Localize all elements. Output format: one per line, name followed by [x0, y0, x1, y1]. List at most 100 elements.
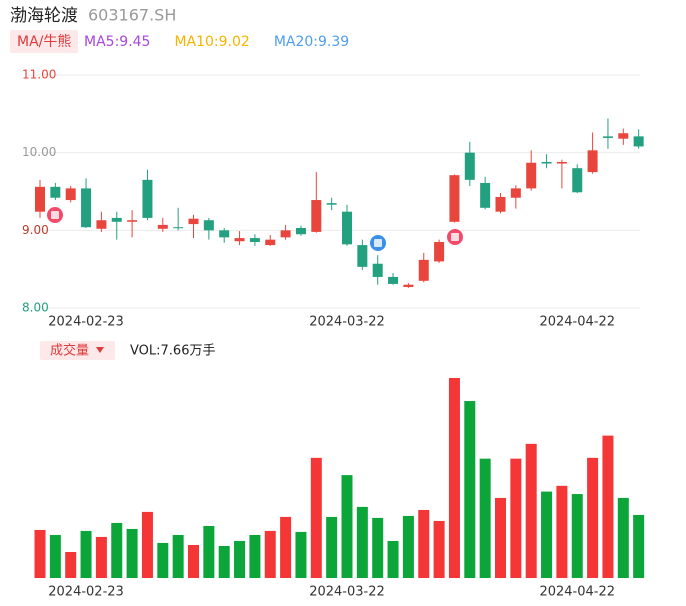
- volume-bar: [141, 511, 153, 578]
- candle-body: [249, 238, 260, 242]
- volume-bar: [111, 522, 123, 578]
- volume-bar: [571, 494, 583, 578]
- x-tick-label: 2024-04-22: [539, 585, 615, 600]
- candle-body: [219, 230, 230, 238]
- candle-body: [434, 241, 445, 262]
- candle-body: [618, 133, 629, 139]
- legend-entry: MA20:9.39: [274, 34, 349, 50]
- volume-bar: [65, 551, 77, 578]
- y-tick-label: 11.00: [22, 68, 56, 82]
- dropdown-arrow[interactable]: [96, 347, 104, 353]
- volume-bar: [172, 534, 184, 578]
- x-tick-label: 2024-03-22: [309, 315, 385, 330]
- candle-body: [464, 152, 475, 180]
- volume-bar: [310, 457, 322, 578]
- x-tick-label: 2024-02-23: [48, 315, 124, 330]
- candle-body: [388, 276, 399, 284]
- candle-body: [510, 188, 521, 198]
- candle-body: [96, 220, 107, 229]
- legend-entry: MA5:9.45: [84, 34, 150, 50]
- candle-body: [173, 227, 184, 229]
- candle-body: [142, 179, 153, 218]
- candle-body: [633, 136, 644, 147]
- candle-body: [280, 230, 291, 238]
- candle-body: [311, 200, 322, 232]
- candle-body: [403, 284, 414, 288]
- volume-bar: [188, 544, 199, 578]
- indicator-box[interactable]: [10, 30, 78, 53]
- signal-badges: [47, 207, 463, 251]
- candle-body: [418, 259, 429, 281]
- volume-bar: [341, 475, 353, 578]
- candle-body: [326, 203, 337, 205]
- candle-body: [35, 186, 45, 212]
- candle-body: [449, 175, 460, 222]
- volume-bar: [541, 491, 553, 578]
- candle-body: [587, 150, 598, 173]
- candle-body: [234, 238, 245, 242]
- volume-bar: [617, 497, 629, 578]
- volume-bar: [280, 516, 292, 578]
- volume-bar: [126, 528, 138, 578]
- y-tick-label: 8.00: [22, 301, 49, 315]
- volume-bar: [448, 378, 460, 578]
- volume-box[interactable]: [40, 341, 115, 360]
- volume-bar: [633, 514, 645, 578]
- volume-bar: [234, 540, 246, 578]
- candle-body: [572, 168, 583, 193]
- x-tick-label: 2024-03-22: [309, 585, 385, 600]
- x-tick-label: 2024-04-22: [539, 315, 615, 330]
- candle-body: [157, 224, 168, 229]
- volume-bar: [418, 509, 430, 578]
- volume-bar: [295, 531, 307, 578]
- volume-bar: [402, 515, 414, 578]
- volume-text: VOL:7.66万手: [130, 344, 215, 359]
- volume-label[interactable]: 成交量: [50, 343, 89, 359]
- volume-bar: [49, 534, 61, 578]
- candle-body: [127, 220, 138, 222]
- candle-body: [203, 220, 214, 231]
- volume-bar: [433, 520, 445, 578]
- volume-bar: [356, 506, 368, 578]
- volume-bar: [510, 458, 522, 578]
- volume-bar: [34, 529, 46, 578]
- volume-bar: [326, 516, 338, 578]
- candle-body: [357, 245, 368, 267]
- x-tick-label: 2024-02-23: [48, 585, 124, 600]
- volume-bar: [203, 525, 215, 578]
- volume-bar: [95, 536, 107, 578]
- volume-bar: [525, 443, 537, 578]
- candle-body: [295, 228, 306, 235]
- volume-bar: [372, 517, 384, 578]
- volume-bar: [387, 540, 399, 578]
- volume-bar: [495, 497, 506, 578]
- volume-bar: [218, 545, 230, 578]
- candle-body: [265, 239, 276, 246]
- y-tick-label: 9.00: [22, 223, 49, 237]
- candle-body: [188, 218, 199, 225]
- candle-body: [65, 188, 76, 201]
- candle-body: [526, 162, 537, 189]
- volume-bar: [264, 530, 276, 578]
- volume-bar: [602, 435, 614, 578]
- bear-icon: [374, 239, 382, 247]
- candle-body: [372, 263, 383, 277]
- candle-body: [602, 136, 613, 138]
- candle-body: [342, 211, 352, 245]
- volume-bar: [80, 530, 92, 578]
- volume-bar: [157, 542, 169, 578]
- volume-bar: [464, 401, 476, 578]
- volume-bar: [556, 485, 568, 578]
- bull-icon: [451, 233, 459, 241]
- y-tick-label: 10.00: [22, 145, 56, 159]
- volume-bar: [249, 534, 261, 578]
- legend-entry: MA10:9.02: [174, 34, 249, 50]
- indicator-label[interactable]: MA/牛熊: [17, 34, 71, 50]
- candle-body: [480, 182, 491, 208]
- candle-body: [50, 186, 61, 198]
- volume-bar: [587, 457, 599, 578]
- candle-body: [541, 161, 552, 164]
- stock-code: 603167.SH: [88, 6, 176, 25]
- bull-icon: [51, 211, 59, 219]
